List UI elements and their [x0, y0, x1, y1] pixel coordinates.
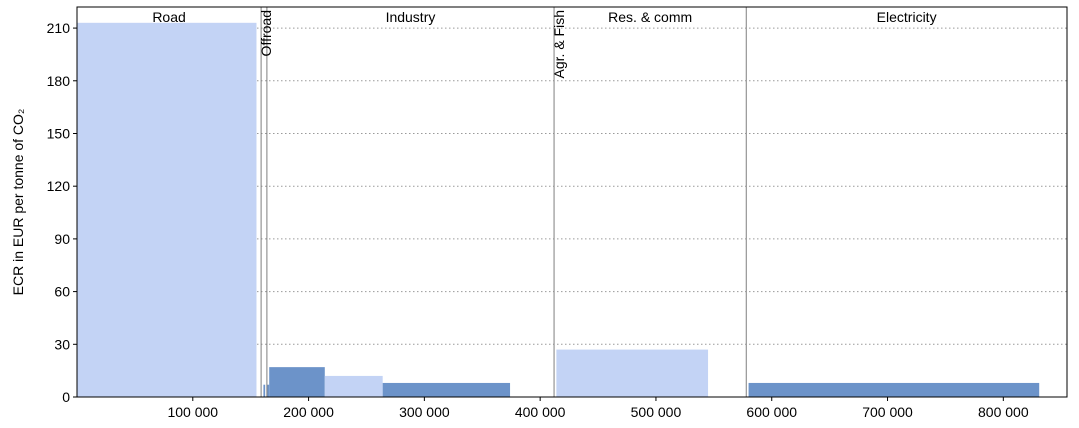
x-tick-label: 200 000: [283, 404, 334, 420]
x-tick-labels: 100 000 200 000 300 000 400 000 500 000 600 0…: [167, 397, 1029, 420]
bar: [263, 384, 266, 397]
sector-separators: [260, 7, 747, 397]
y-tick-label: 150: [47, 125, 71, 141]
y-tick-label: 210: [47, 20, 71, 36]
y-tick-label: 30: [54, 336, 70, 352]
bar: [77, 22, 257, 397]
y-tick-labels: 0 30 60 90 120 150 180 210: [47, 20, 77, 405]
sector-label: Res. & comm: [608, 9, 692, 25]
bar: [382, 382, 511, 397]
y-tick-label: 60: [54, 284, 70, 300]
y-tick-label: 180: [47, 73, 71, 89]
x-tick-label: 800 000: [978, 404, 1029, 420]
x-tick-label: 300 000: [399, 404, 450, 420]
bar: [324, 375, 383, 397]
bar: [269, 367, 325, 397]
sector-label: Agr. & Fish: [551, 10, 567, 78]
x-tick-label: 400 000: [515, 404, 566, 420]
bar: [266, 384, 270, 397]
sector-labels: Road Offroad Industry Agr. & Fish Res. & com…: [152, 9, 936, 78]
x-tick-label: 700 000: [862, 404, 913, 420]
x-tick-label: 100 000: [167, 404, 218, 420]
sector-label: Road: [152, 9, 185, 25]
sector-label: Industry: [386, 9, 436, 25]
y-tick-label: 0: [62, 389, 70, 405]
sector-label: Electricity: [877, 9, 937, 25]
plot-frame: [76, 6, 1068, 398]
sector-label: Offroad: [258, 10, 274, 56]
y-tick-label: 90: [54, 231, 70, 247]
y-tick-label: 120: [47, 178, 71, 194]
x-tick-label: 500 000: [631, 404, 682, 420]
bar: [748, 382, 1040, 397]
y-axis-label: ECR in EUR per tonne of CO₂: [10, 109, 26, 296]
bars: [77, 22, 1040, 397]
x-tick-label: 600 000: [746, 404, 797, 420]
bar: [556, 349, 709, 397]
